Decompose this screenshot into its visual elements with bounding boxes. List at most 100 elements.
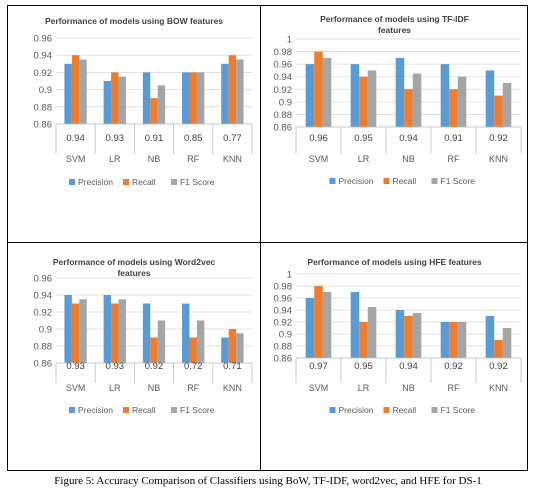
- bar-precision-lr: [350, 292, 360, 358]
- legend-label: Recall: [132, 405, 156, 415]
- bar-f1-score-svm: [79, 59, 87, 124]
- legend-swatch: [383, 407, 390, 413]
- chart-title: Performance of models using BOW features: [45, 16, 223, 26]
- bar-precision-svm: [305, 298, 315, 358]
- bar-precision-lr: [103, 295, 112, 363]
- bar-recall-lr: [111, 72, 119, 124]
- accuracy-cell: 0.93: [106, 361, 125, 372]
- bar-f1-score-knn: [236, 59, 244, 124]
- legend-swatch: [123, 407, 129, 413]
- y-tick-label: 0.96: [34, 274, 53, 285]
- x-category-label: KNN: [489, 383, 508, 393]
- y-tick-label: 0.86: [34, 120, 53, 131]
- accuracy-cell: 0.92: [489, 133, 508, 144]
- y-tick-label: 0.98: [274, 282, 293, 293]
- accuracy-cell: 0.94: [66, 133, 85, 144]
- x-category-label: RF: [187, 154, 199, 164]
- accuracy-cell: 0.97: [309, 361, 328, 372]
- legend-label: Recall: [132, 177, 156, 187]
- y-tick-label: 0.86: [34, 359, 53, 370]
- legend-label: Precision: [339, 176, 374, 186]
- legend-label: Precision: [78, 405, 113, 415]
- bar-recall-nb: [150, 337, 158, 363]
- legend-label: Recall: [393, 405, 417, 415]
- chart-title: Performance of models using Word2vec feat…: [53, 257, 216, 278]
- y-tick-label: 0.86: [274, 123, 293, 134]
- accuracy-cell: 0.91: [145, 133, 164, 144]
- y-tick-label: 0.94: [34, 291, 53, 302]
- legend-swatch: [431, 407, 438, 413]
- legend-swatch: [329, 178, 336, 184]
- bar-precision-knn: [221, 63, 229, 124]
- legend-label: F1 Score: [441, 405, 476, 415]
- y-tick-label: 0.88: [274, 110, 293, 121]
- y-tick-label: 0.96: [34, 34, 53, 45]
- bar-recall-svm: [314, 286, 323, 358]
- y-tick-label: 1: [287, 270, 292, 281]
- x-category-label: LR: [358, 383, 370, 393]
- legend-swatch: [171, 407, 177, 413]
- bar-recall-rf: [189, 72, 197, 124]
- chart-svg: Performance of models using HFE features…: [274, 257, 522, 415]
- bar-recall-nb: [150, 98, 158, 124]
- y-tick-label: 0.88: [274, 342, 293, 353]
- bar-f1-score-knn: [502, 83, 512, 127]
- bar-precision-rf: [182, 72, 190, 124]
- bar-precision-svm: [64, 63, 72, 124]
- bar-precision-lr: [350, 64, 360, 127]
- bar-f1-score-knn: [502, 328, 512, 358]
- bar-precision-nb: [395, 310, 405, 358]
- accuracy-cell: 0.93: [66, 361, 85, 372]
- chart-title-line: Performance of models using BOW features: [45, 16, 223, 26]
- bar-f1-score-nb: [157, 85, 166, 124]
- chart-panel-tfidf: Performance of models using TF-IDF featur…: [262, 6, 527, 242]
- x-category-label: RF: [187, 383, 199, 393]
- chart-title-line: Performance of models using Word2vec: [53, 257, 216, 267]
- accuracy-cell: 0.93: [106, 133, 125, 144]
- y-tick-label: 0.9: [39, 85, 52, 96]
- bar-f1-score-rf: [196, 320, 205, 363]
- bar-f1-score-lr: [367, 307, 377, 358]
- legend-swatch: [171, 179, 177, 185]
- y-tick-label: 0.94: [274, 72, 293, 83]
- bar-recall-knn: [494, 340, 503, 358]
- y-tick-label: 0.86: [274, 354, 293, 365]
- y-tick-label: 0.88: [34, 342, 53, 353]
- bar-f1-score-lr: [118, 299, 126, 363]
- x-category-label: RF: [448, 154, 460, 164]
- chart-title-line: Performance of models using TF-IDF: [320, 14, 469, 24]
- bar-recall-lr: [111, 303, 119, 363]
- legend-swatch: [431, 178, 438, 184]
- x-category-label: SVM: [309, 154, 329, 164]
- y-tick-label: 0.92: [274, 85, 293, 96]
- y-tick-label: 0.98: [274, 47, 293, 58]
- chart-panel-word2vec: Performance of models using Word2vec feat…: [8, 243, 260, 470]
- x-category-label: NB: [402, 154, 415, 164]
- y-tick-label: 0.92: [274, 318, 293, 329]
- bar-precision-nb: [395, 57, 405, 127]
- bar-f1-score-nb: [157, 320, 166, 363]
- accuracy-cell: 0.72: [184, 361, 203, 372]
- x-category-label: LR: [109, 154, 121, 164]
- y-tick-label: 0.94: [274, 306, 293, 317]
- accuracy-cell: 0.71: [223, 361, 242, 372]
- accuracy-cell: 0.94: [399, 361, 418, 372]
- y-tick-label: 0.9: [39, 325, 52, 336]
- y-tick-label: 0.96: [274, 294, 293, 305]
- x-category-label: NB: [402, 383, 415, 393]
- bar-f1-score-svm: [322, 57, 332, 127]
- bar-recall-svm: [314, 51, 323, 128]
- bar-recall-lr: [359, 322, 368, 358]
- bar-recall-nb: [404, 316, 413, 358]
- legend-swatch: [69, 179, 75, 185]
- bar-recall-lr: [359, 76, 368, 127]
- y-tick-label: 0.92: [34, 68, 53, 79]
- chart-title-line: features: [117, 268, 150, 278]
- y-tick-label: 0.9: [279, 97, 292, 108]
- x-category-label: SVM: [66, 383, 86, 393]
- x-category-label: LR: [358, 154, 370, 164]
- accuracy-cell: 0.95: [354, 133, 373, 144]
- accuracy-cell: 0.96: [309, 133, 328, 144]
- bar-precision-lr: [103, 81, 112, 124]
- y-tick-label: 1: [287, 35, 292, 46]
